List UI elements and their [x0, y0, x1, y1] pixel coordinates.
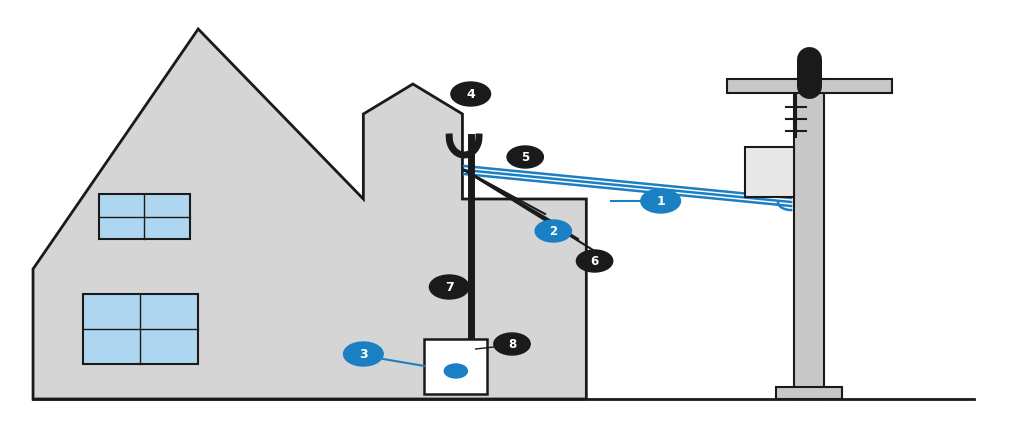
FancyBboxPatch shape	[795, 80, 824, 399]
Text: 7: 7	[444, 281, 454, 294]
Text: 4: 4	[466, 88, 475, 101]
FancyBboxPatch shape	[83, 294, 199, 364]
FancyBboxPatch shape	[99, 194, 189, 240]
Text: 2: 2	[549, 225, 557, 238]
Text: 5: 5	[521, 151, 529, 164]
Circle shape	[641, 190, 681, 214]
Text: 3: 3	[359, 348, 368, 361]
Circle shape	[343, 342, 383, 366]
Circle shape	[507, 147, 544, 169]
Circle shape	[429, 275, 469, 299]
Circle shape	[577, 250, 612, 273]
FancyBboxPatch shape	[744, 148, 795, 197]
Polygon shape	[33, 30, 587, 399]
FancyBboxPatch shape	[727, 80, 892, 94]
Text: 1: 1	[656, 195, 665, 208]
Text: 6: 6	[591, 255, 599, 268]
FancyBboxPatch shape	[776, 387, 843, 399]
Circle shape	[444, 364, 467, 378]
Text: 8: 8	[508, 338, 516, 351]
Circle shape	[451, 83, 490, 107]
Circle shape	[536, 220, 571, 243]
Circle shape	[494, 333, 530, 355]
FancyBboxPatch shape	[425, 339, 487, 394]
